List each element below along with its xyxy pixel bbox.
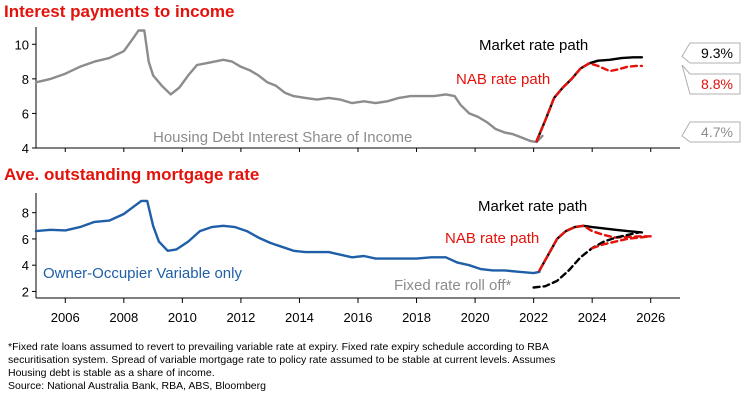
x-tick-label: 2008: [109, 310, 138, 325]
y-tick-label: 6: [22, 106, 29, 121]
end-label-3: 4.7%: [681, 121, 741, 143]
series-line-owner-occupier-variable-only: [34, 199, 541, 275]
annotation-market-rate-path: Market rate path: [479, 37, 588, 54]
x-tick-label: 2026: [636, 310, 665, 325]
y-tick-label: 8: [22, 72, 29, 87]
x-tick-label: 2018: [402, 310, 431, 325]
chart-1-title: Interest payments to income: [4, 2, 235, 21]
y-tick-label: 2: [22, 284, 29, 299]
y-tick-label: 10: [15, 37, 29, 52]
end-label-text: 8.8%: [701, 76, 733, 92]
y-tick-label: 6: [22, 232, 29, 247]
x-tick-label: 2012: [226, 310, 255, 325]
chart-2-panel: 2 4 6 8 2006 2008 2010 2012 2014 2016 2018 2020 2022…: [22, 193, 680, 325]
annotation-nab-rate-path: NAB rate path: [445, 230, 539, 247]
x-tick-label: 2020: [461, 310, 490, 325]
end-label-text: 4.7%: [701, 124, 733, 140]
series-line-nab-rate-path: [535, 62, 644, 143]
x-tick-label: 2022: [519, 310, 548, 325]
x-tick-label: 2014: [285, 310, 314, 325]
annotation-market-rate-path: Market rate path: [478, 198, 587, 215]
end-label-1: 9.3%: [681, 42, 741, 64]
footnote: *Fixed rate loans assumed to revert to p…: [8, 341, 743, 393]
x-tick-label: 2024: [578, 310, 607, 325]
end-label-text: 9.3%: [701, 45, 733, 61]
footnote-line-2: securitisation system. Spread of variabl…: [8, 354, 556, 366]
y-tick-label: 8: [22, 206, 29, 221]
series-line-fixed-rate-roll-off-market: [532, 231, 641, 289]
end-label-tag: [681, 42, 741, 64]
chart-1-panel: 4 6 8 10 Market rate path NAB rate path Housin…: [15, 27, 741, 156]
y-tick-label: 4: [22, 141, 29, 156]
x-tick-label: 2006: [51, 310, 80, 325]
chart-canvas: Interest payments to income 4 6 8 10 Market …: [4, 2, 741, 325]
x-tick-label: 2016: [344, 310, 373, 325]
series-line-nab-rate-path: [538, 224, 652, 272]
chart-2-title: Ave. outstanding mortgage rate: [4, 165, 259, 184]
footnote-line-3: Housing debt is stable as a share of inc…: [8, 367, 215, 379]
annotation-owner-occupier-variable-only: Owner-Occupier Variable only: [43, 265, 242, 282]
footnote-line-1: *Fixed rate loans assumed to revert to p…: [8, 341, 549, 353]
annotation-housing-debt-interest-share-of-income: Housing Debt Interest Share of Income: [153, 129, 412, 146]
series-line-fixed-rate-roll-off-nab: [591, 235, 652, 250]
footnote-source: Source: National Australia Bank, RBA, AB…: [8, 380, 266, 392]
end-label-tag: [681, 64, 741, 95]
series-line-housing-debt-interest-share-of-income: [34, 29, 544, 144]
end-label-tag: [681, 121, 741, 143]
annotation-fixed-rate-roll-off: Fixed rate roll off*: [394, 277, 511, 294]
annotation-nab-rate-path: NAB rate path: [456, 71, 550, 88]
end-label-2: 8.8%: [681, 64, 741, 95]
y-tick-label: 4: [22, 258, 29, 273]
x-tick-label: 2010: [168, 310, 197, 325]
